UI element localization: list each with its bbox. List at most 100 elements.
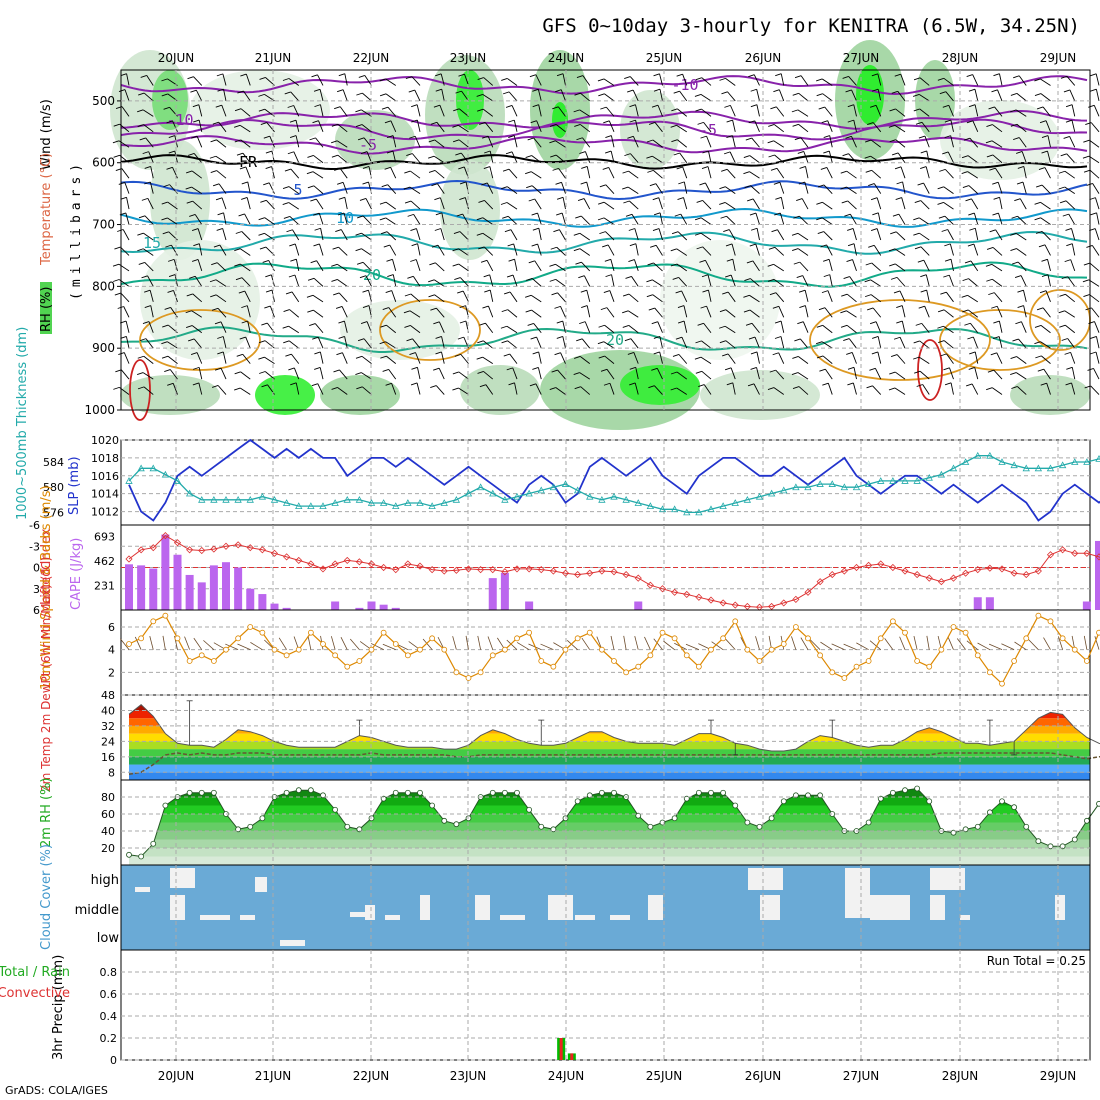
thickness-point <box>246 495 254 503</box>
wind10-point <box>550 663 557 670</box>
li-line <box>128 534 1100 608</box>
barb-flag <box>840 310 847 314</box>
barb-flag <box>408 89 415 93</box>
barb <box>555 140 566 148</box>
barb-flag <box>938 340 945 344</box>
barb-flag <box>481 182 488 186</box>
barb-flag <box>944 119 952 123</box>
wind10-barb <box>725 639 736 650</box>
barb-flag <box>331 279 338 282</box>
rh-point <box>138 853 145 860</box>
rh-band-2 <box>129 839 1090 848</box>
barb <box>732 135 736 148</box>
barb-flag <box>670 248 677 252</box>
barb-flag <box>865 169 872 173</box>
barb-flag <box>1060 153 1067 157</box>
barb-flag <box>288 367 295 371</box>
barb <box>1040 217 1051 225</box>
barb <box>562 73 566 86</box>
barb <box>895 139 906 148</box>
barb <box>994 167 1003 179</box>
barb-flag <box>311 74 318 78</box>
barb-flag <box>455 90 462 94</box>
barb-flag <box>968 212 975 216</box>
barb-flag <box>871 73 879 77</box>
barb-flag <box>965 198 972 202</box>
barb <box>1015 109 1027 117</box>
barb <box>870 279 881 287</box>
barb <box>441 212 445 225</box>
barb-flag <box>987 369 995 373</box>
barb <box>1069 136 1076 148</box>
barb <box>943 186 954 195</box>
wind10-point <box>780 641 787 647</box>
barb-flag <box>477 108 484 112</box>
li-point <box>695 593 703 601</box>
barb-flag <box>819 368 826 372</box>
barb-flag <box>748 74 755 78</box>
barb <box>895 108 906 117</box>
wind10-point <box>950 624 957 630</box>
barb-flag <box>238 213 245 217</box>
thickness-point <box>161 470 170 478</box>
cape-bar <box>125 564 133 610</box>
barb-flag <box>435 73 442 77</box>
wind10-point <box>720 635 727 642</box>
barb-flag <box>1083 294 1090 297</box>
barb <box>920 200 930 210</box>
barb <box>610 259 615 272</box>
barb-flag <box>573 372 580 376</box>
barb <box>822 201 833 210</box>
ylabel-wind10m: 10m Wind Speed & Barbs (m/s) <box>39 485 54 690</box>
barb <box>634 228 639 241</box>
barb <box>580 92 591 102</box>
barb-flag <box>162 231 169 235</box>
barb-flag <box>872 88 879 92</box>
barb-flag <box>141 197 148 201</box>
barb <box>486 182 494 194</box>
barb-flag <box>845 89 852 93</box>
rh-shade-7 <box>552 102 568 138</box>
barb-flag <box>798 181 805 185</box>
barb <box>385 201 397 210</box>
barb <box>802 275 809 287</box>
barb-flag <box>791 109 799 113</box>
barb <box>361 355 372 364</box>
barb-flag <box>1010 92 1018 96</box>
wind10-barb <box>566 640 578 650</box>
barb-flag <box>457 336 464 340</box>
barb <box>361 248 372 256</box>
barb-flag <box>479 384 487 388</box>
barb-flag <box>988 106 995 110</box>
barb <box>730 274 736 287</box>
thickness-point <box>925 473 933 481</box>
barb <box>873 245 882 256</box>
barb <box>918 356 930 365</box>
isotherm--10-1 <box>120 109 1088 130</box>
barb-flag <box>1035 184 1043 188</box>
barb-flag <box>866 385 873 389</box>
barb <box>196 136 203 148</box>
barb <box>853 104 857 117</box>
barb <box>437 183 445 194</box>
barb <box>414 89 421 102</box>
barb-flag <box>653 212 661 216</box>
barb-flag <box>896 181 903 185</box>
barb-flag <box>604 258 611 262</box>
li-point <box>137 546 145 554</box>
barb-flag <box>140 74 147 78</box>
barb <box>580 215 591 225</box>
barb-flag <box>459 181 467 185</box>
barb-flag <box>161 78 168 82</box>
barb <box>314 323 324 334</box>
cape-bar <box>149 568 158 610</box>
barb <box>555 279 566 287</box>
barb <box>535 383 542 395</box>
barb <box>507 216 518 225</box>
barb-flag <box>239 166 247 170</box>
barb-flag <box>193 243 200 247</box>
barb <box>223 89 227 102</box>
cloud-patch-3 <box>255 877 267 892</box>
barb-flag <box>769 369 776 373</box>
